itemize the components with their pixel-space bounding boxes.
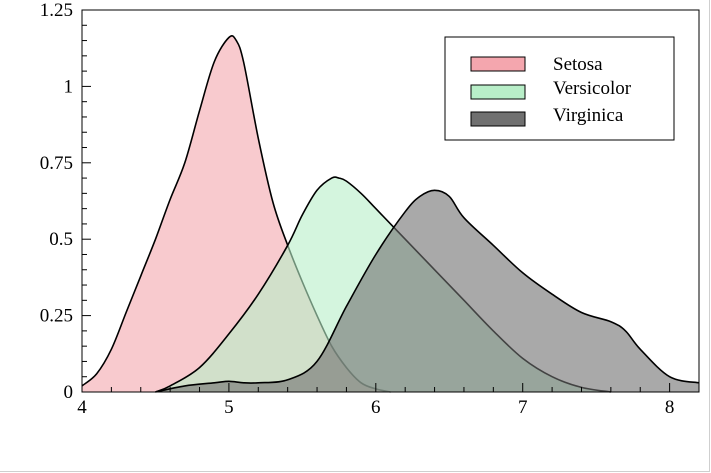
y-tick-label: 1: [64, 76, 74, 97]
x-tick-label: 7: [518, 397, 528, 418]
x-tick-label: 8: [665, 397, 675, 418]
y-tick-label: 0.25: [40, 306, 73, 327]
y-tick-label: 0.75: [40, 153, 73, 174]
legend-label-setosa: Setosa: [553, 54, 603, 75]
x-tick-label: 6: [371, 397, 381, 418]
series-areas: [81, 35, 700, 393]
area-setosa: [82, 35, 391, 392]
line-virginica: [155, 189, 700, 393]
plot-frame: [81, 9, 700, 393]
legend: Setosa Versicolor Virginica: [444, 36, 675, 141]
y-tick-label: 1.25: [40, 0, 73, 21]
legend-swatch-setosa: [470, 56, 526, 72]
y-tick-label: 0: [64, 382, 74, 403]
legend-swatch-virginica: [470, 111, 526, 127]
legend-label-virginica: Virginica: [553, 105, 624, 126]
legend-label-versicolor: Versicolor: [553, 78, 632, 99]
x-tick-label: 4: [77, 397, 87, 418]
y-axis: 0 0.25 0.5 0.75 1 1.25: [40, 0, 91, 403]
area-virginica: [155, 190, 699, 392]
x-tick-label: 5: [224, 397, 234, 418]
legend-swatch-versicolor: [470, 84, 526, 100]
y-tick-label: 0.5: [49, 229, 73, 250]
x-axis: 4 5 6 7 8: [77, 383, 700, 418]
